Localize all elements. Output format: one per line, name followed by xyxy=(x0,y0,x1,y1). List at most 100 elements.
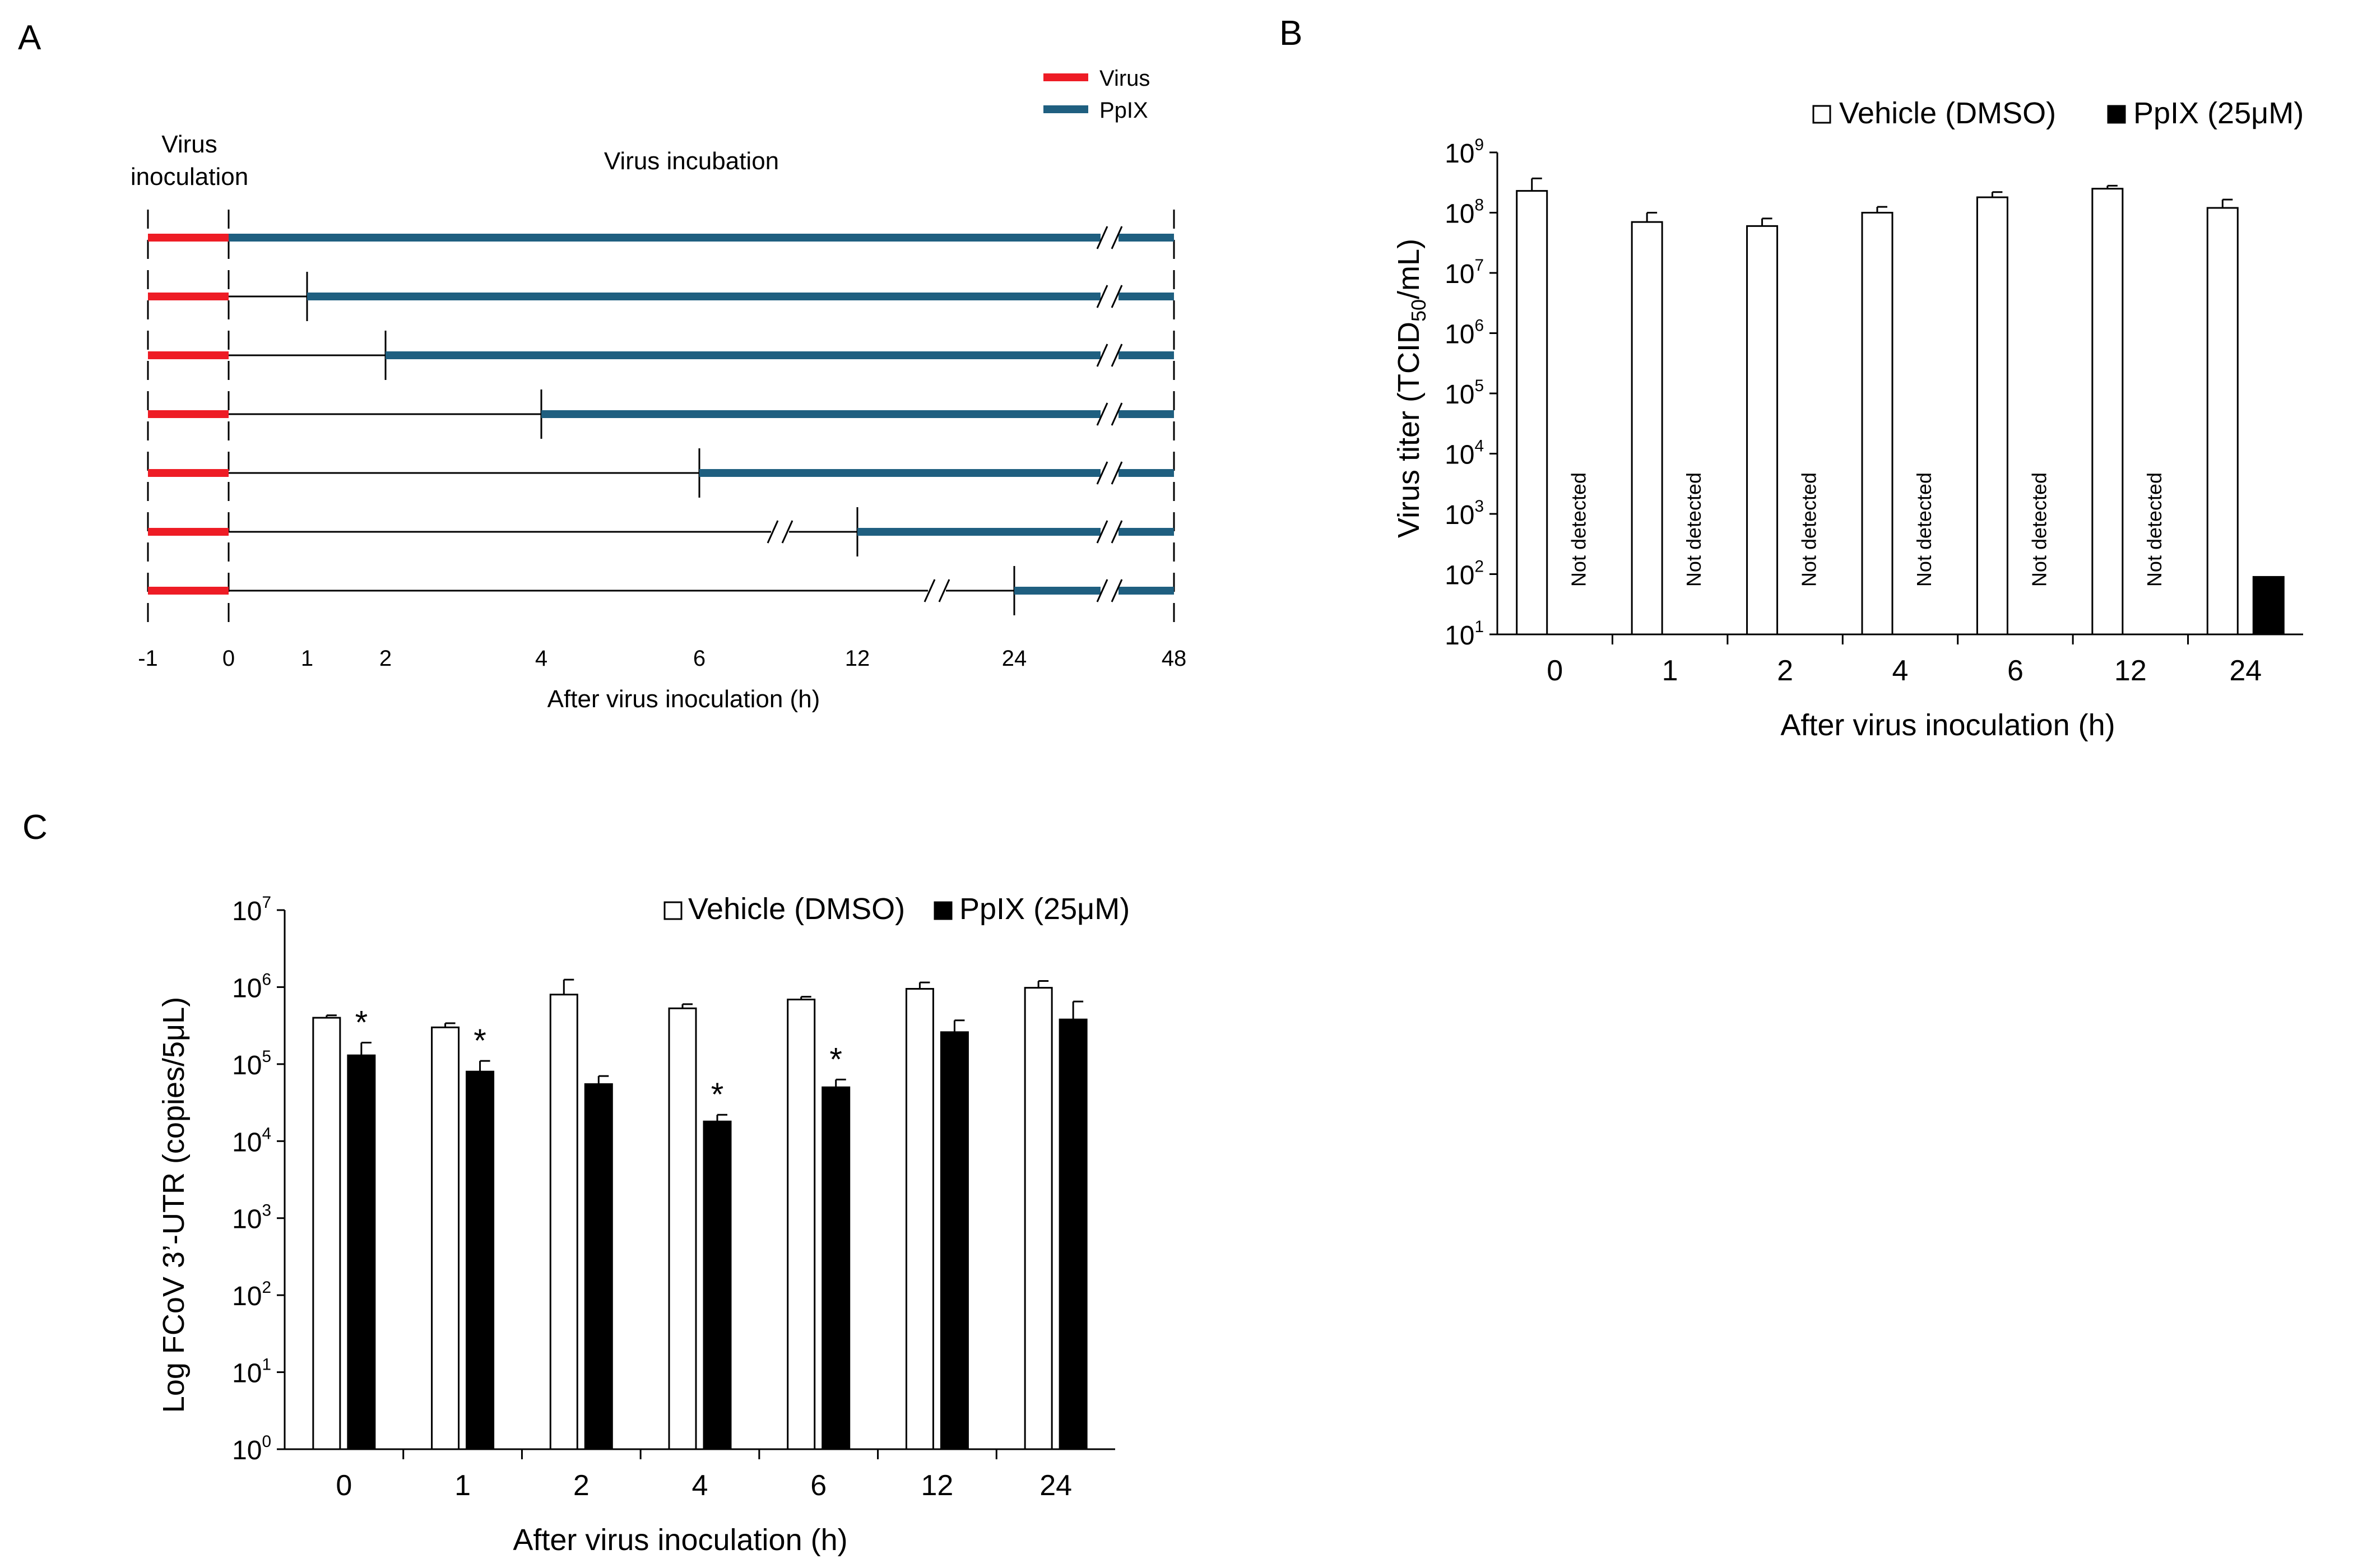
x-tick-label: 12 xyxy=(921,1469,954,1502)
panel-label-c: C xyxy=(22,808,48,847)
x-tick-label: 24 xyxy=(1039,1469,1072,1502)
y-tick-exponent: 3 xyxy=(262,1201,271,1220)
y-tick-base: 10 xyxy=(232,897,262,926)
y-tick-exponent: 3 xyxy=(1474,497,1484,516)
y-tick-label: 106 xyxy=(232,970,271,1003)
legend-label-pplx: PpIX xyxy=(1099,98,1148,123)
y-tick-label: 108 xyxy=(1445,196,1484,229)
significance-marker: * xyxy=(829,1041,842,1078)
tick-label-2: 2 xyxy=(379,646,392,671)
vehicle-bar xyxy=(1976,196,2008,635)
axis-break-mark xyxy=(1111,402,1123,426)
chart-b-x-axis-label: After virus inoculation (h) xyxy=(1780,708,2115,742)
y-tick-base: 10 xyxy=(232,1051,262,1080)
vehicle-bar xyxy=(1861,212,1893,635)
axis-break-mark xyxy=(1111,344,1123,367)
y-tick-exponent: 5 xyxy=(1474,377,1484,395)
vehicle-bar xyxy=(1746,225,1779,635)
tick-label-4: 4 xyxy=(535,646,547,671)
axis-break-mark xyxy=(1096,402,1108,426)
x-tick-label: 1 xyxy=(1662,655,1678,687)
y-tick-base: 10 xyxy=(1445,259,1474,289)
axis-break-mark xyxy=(767,520,779,544)
axis-break-mark xyxy=(1111,461,1123,485)
axis-break-mark xyxy=(781,520,793,544)
y-tick-exponent: 2 xyxy=(1474,558,1484,576)
y-tick-base: 10 xyxy=(1445,621,1474,651)
legend-c-vehicle-swatch xyxy=(663,901,683,920)
header-inoculation-line2: inoculation xyxy=(131,163,248,191)
x-tick-label: 6 xyxy=(810,1469,827,1502)
chart-b-legend: Vehicle (DMSO) PpIX (25μM) xyxy=(1812,96,2304,130)
vehicle-bar xyxy=(1516,190,1548,635)
timeline-x-axis-label: After virus inoculation (h) xyxy=(547,685,820,713)
axis-break-mark xyxy=(1096,226,1108,249)
chart-c-y-axis-label: Log FCoV 3’-UTR (copies/5μL) xyxy=(157,997,191,1413)
not-detected-label: Not detected xyxy=(1682,472,1705,587)
y-tick-exponent: 2 xyxy=(262,1278,271,1297)
y-tick-label: 104 xyxy=(1445,437,1484,470)
axis-break-mark xyxy=(1096,461,1108,485)
y-label-b-part1: Virus titer (TCID xyxy=(1392,322,1426,538)
tick-label-0: 0 xyxy=(222,646,235,671)
chart-c-legend: Vehicle (DMSO) PpIX (25μM) xyxy=(663,892,1130,926)
y-tick-base: 10 xyxy=(1445,561,1474,591)
pplx-bar xyxy=(466,1070,495,1450)
not-detected-label: Not detected xyxy=(2027,472,2050,587)
y-tick-exponent: 6 xyxy=(1474,317,1484,335)
not-detected-label: Not detected xyxy=(1567,472,1590,587)
not-detected-label: Not detected xyxy=(1798,472,1821,587)
y-tick-exponent: 0 xyxy=(262,1432,271,1451)
legend-b-vehicle-label: Vehicle (DMSO) xyxy=(1839,96,2056,130)
y-tick-base: 10 xyxy=(1445,200,1474,229)
y-tick-base: 10 xyxy=(232,1359,262,1389)
fcov-utr-chart: Vehicle (DMSO) PpIX (25μM) Log FCoV 3’-U… xyxy=(157,892,1130,1557)
vehicle-bar xyxy=(431,1026,460,1450)
y-tick-exponent: 6 xyxy=(262,970,271,989)
significance-marker: * xyxy=(474,1023,486,1059)
x-tick-label: 2 xyxy=(573,1469,590,1502)
axis-break-mark xyxy=(1111,285,1123,308)
pplx-bar xyxy=(2252,576,2285,635)
vehicle-bar xyxy=(1631,221,1663,635)
y-tick-label: 103 xyxy=(232,1201,271,1235)
x-tick-label: 4 xyxy=(1892,655,1909,687)
vehicle-bar xyxy=(549,994,578,1450)
legend-b-pplx-label: PpIX (25μM) xyxy=(2133,96,2304,130)
header-inoculation-line1: Virus xyxy=(161,131,217,158)
y-label-b-subscript: 50 xyxy=(1407,299,1430,322)
tick-label-minus1: -1 xyxy=(138,646,158,671)
x-tick-label: 6 xyxy=(2007,655,2023,687)
axis-break-gap xyxy=(771,519,789,544)
pplx-bar xyxy=(347,1054,376,1450)
y-tick-base: 10 xyxy=(1445,139,1474,169)
y-tick-exponent: 7 xyxy=(262,893,271,912)
axis-break-mark xyxy=(1111,579,1123,602)
legend-label-virus: Virus xyxy=(1099,66,1150,91)
pplx-bar xyxy=(1059,1018,1088,1450)
axis-break-mark xyxy=(1096,344,1108,367)
y-tick-exponent: 7 xyxy=(1474,256,1484,275)
y-tick-label: 109 xyxy=(1445,136,1484,169)
panel-label-a: A xyxy=(18,18,41,57)
y-tick-exponent: 1 xyxy=(1474,618,1484,636)
vehicle-bar xyxy=(905,987,934,1450)
vehicle-bar xyxy=(1024,987,1053,1450)
axis-break-mark xyxy=(1096,520,1108,544)
y-tick-exponent: 8 xyxy=(1474,196,1484,215)
y-tick-base: 10 xyxy=(232,973,262,1003)
y-tick-label: 102 xyxy=(1445,558,1484,591)
axis-break-gap xyxy=(1101,402,1118,426)
axis-break-gap xyxy=(1101,519,1118,544)
pplx-bar xyxy=(703,1120,732,1450)
axis-break-mark xyxy=(1111,520,1123,544)
y-tick-base: 10 xyxy=(232,1282,262,1311)
y-tick-label: 100 xyxy=(232,1432,271,1465)
axis-break-mark xyxy=(923,579,936,602)
virus-titer-chart: Vehicle (DMSO) PpIX (25μM) Virus titer (… xyxy=(1392,96,2304,742)
tick-label-1: 1 xyxy=(301,646,313,671)
pplx-bar xyxy=(822,1086,851,1450)
y-tick-base: 10 xyxy=(1445,380,1474,410)
